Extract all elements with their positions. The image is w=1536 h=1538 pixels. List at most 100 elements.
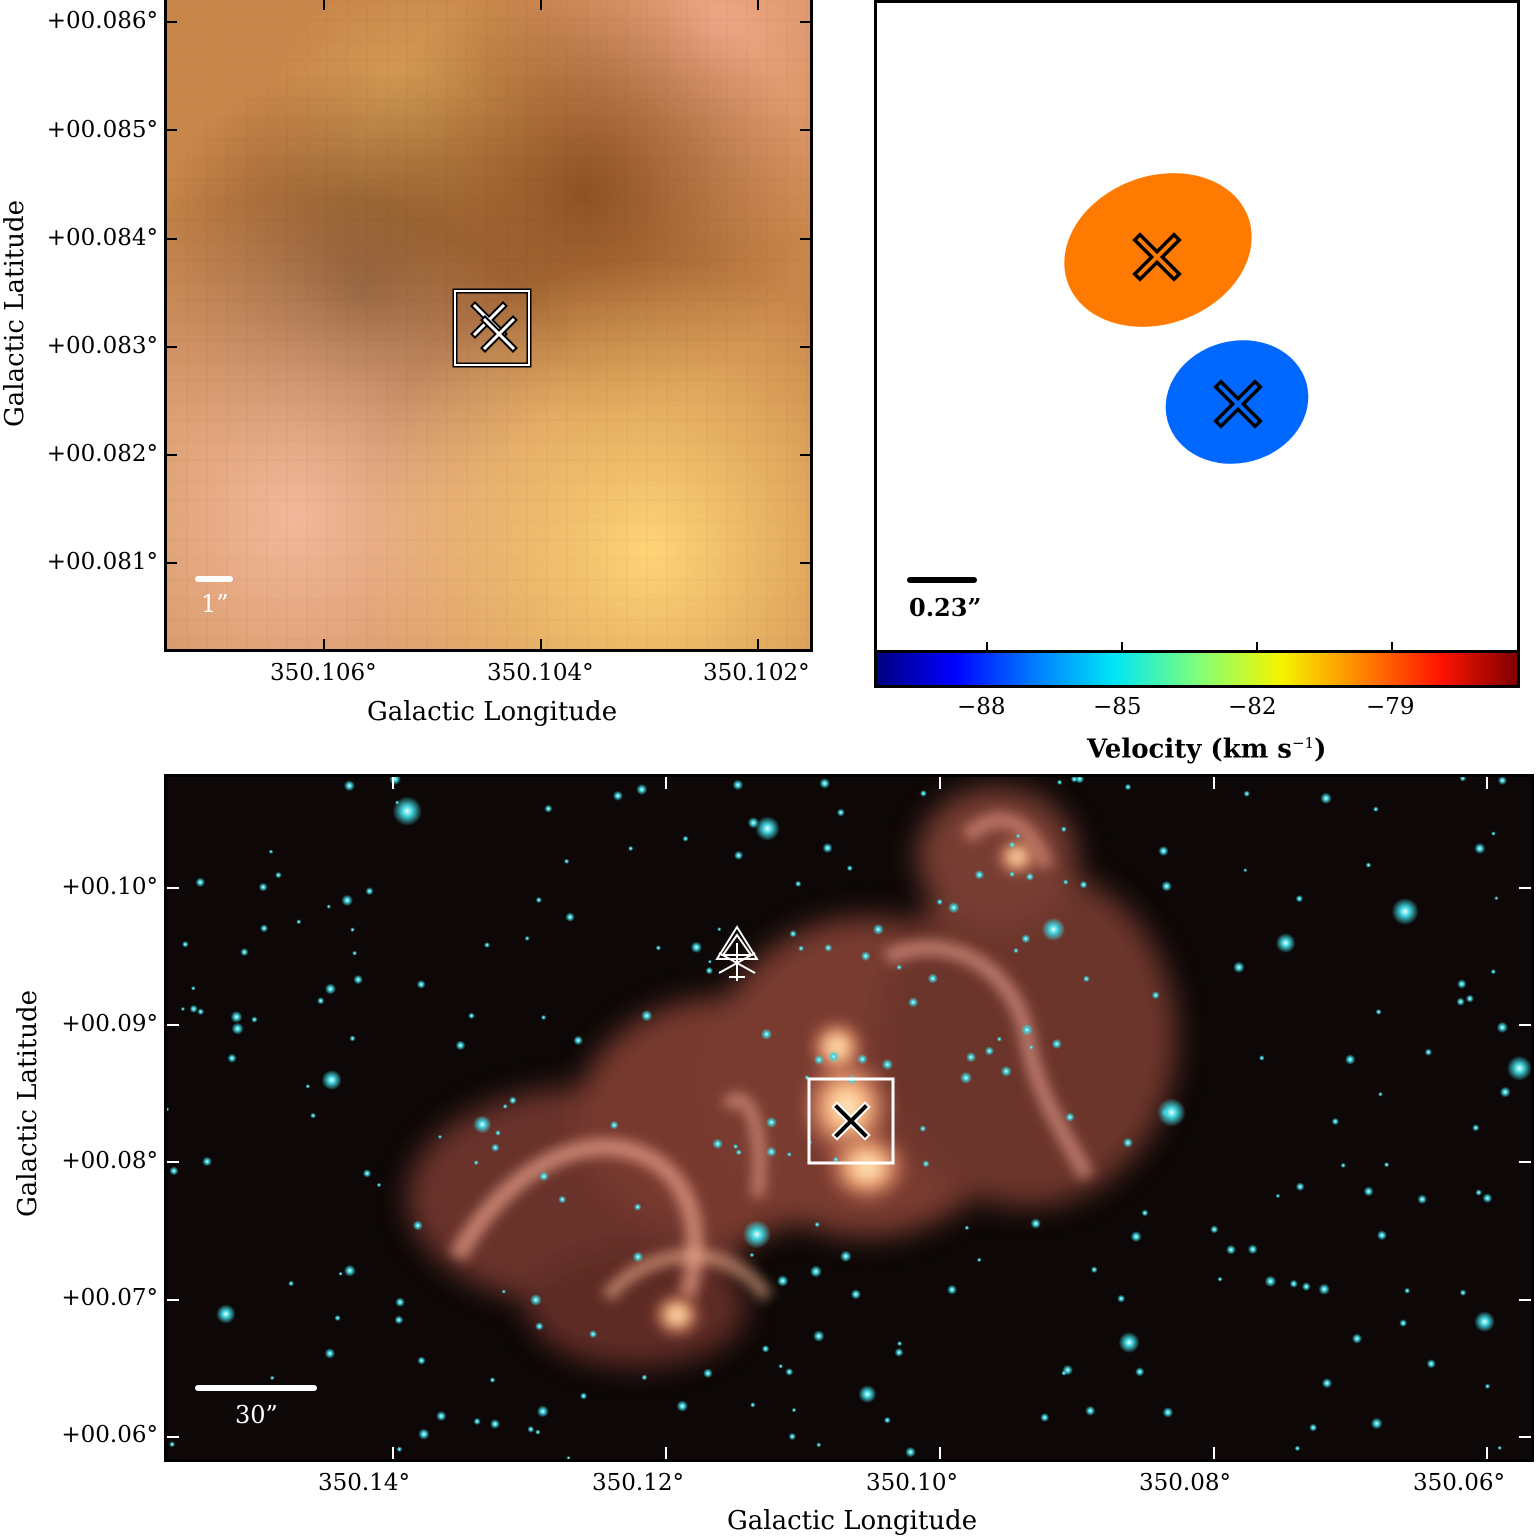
star — [922, 1160, 930, 1168]
star — [535, 1322, 544, 1331]
star — [1130, 1231, 1142, 1243]
star — [1158, 845, 1169, 857]
star — [1496, 1021, 1508, 1033]
star — [1117, 1294, 1126, 1303]
star — [707, 959, 712, 964]
star — [268, 849, 274, 854]
star — [473, 1417, 481, 1425]
star — [1124, 783, 1132, 791]
star — [1318, 1283, 1330, 1295]
star — [566, 1455, 571, 1459]
star — [1365, 862, 1372, 868]
star — [1294, 1445, 1301, 1452]
star — [1040, 1413, 1050, 1422]
star — [814, 1221, 820, 1228]
star — [750, 1402, 756, 1408]
star — [628, 845, 634, 852]
star — [1457, 979, 1467, 989]
star — [169, 1441, 176, 1448]
x-tick-label: 350.106° — [270, 660, 377, 686]
velocity-panel: 0.23” — [874, 0, 1520, 655]
box-icon — [807, 1077, 895, 1165]
star — [258, 882, 268, 892]
star — [1474, 1311, 1495, 1333]
x-axis-title: Galactic Longitude — [727, 1506, 978, 1536]
cross-icon — [1213, 379, 1263, 429]
star — [705, 966, 714, 975]
star — [535, 1429, 541, 1435]
star — [1118, 1332, 1140, 1353]
star — [216, 1304, 236, 1324]
star — [974, 870, 985, 880]
star — [230, 1011, 243, 1023]
star — [827, 1050, 840, 1063]
star — [846, 865, 853, 872]
star — [857, 1054, 868, 1065]
star — [742, 1220, 772, 1249]
star — [1378, 1091, 1383, 1097]
star — [1051, 1038, 1062, 1049]
star — [490, 1419, 500, 1429]
star — [641, 1374, 648, 1381]
star — [365, 887, 374, 896]
star — [392, 796, 423, 826]
y-tick-label: +00.09° — [61, 1011, 158, 1037]
star — [766, 1116, 777, 1128]
star — [682, 835, 689, 842]
y-tick-label: +00.086° — [46, 8, 158, 34]
star — [927, 973, 938, 984]
star — [908, 997, 919, 1008]
star — [976, 1257, 982, 1263]
x-tick-label: 350.104° — [487, 660, 594, 686]
star — [541, 1014, 547, 1021]
star — [1351, 1333, 1363, 1344]
star — [416, 980, 426, 989]
star — [1331, 1117, 1340, 1126]
star — [394, 1315, 404, 1325]
star — [789, 930, 797, 938]
scale-bar — [195, 576, 233, 582]
star — [395, 800, 400, 805]
star — [1295, 1182, 1305, 1192]
x-tick-label: 350.12° — [592, 1470, 684, 1496]
x-tick-label: 350.102° — [703, 660, 810, 686]
star — [1474, 842, 1486, 855]
star — [733, 1143, 739, 1150]
star — [703, 1368, 713, 1379]
star — [965, 1052, 977, 1063]
star — [1456, 997, 1465, 1006]
star — [905, 1446, 916, 1458]
y-tick-label: +00.10° — [61, 874, 158, 900]
star — [527, 1425, 535, 1433]
star — [1079, 880, 1088, 889]
y-tick-label: +00.084° — [46, 225, 158, 251]
star — [795, 880, 802, 887]
star — [191, 986, 196, 991]
scale-label: 0.23” — [909, 593, 982, 622]
star — [791, 1407, 797, 1413]
star — [169, 1166, 179, 1176]
x-axis-title: Galactic Longitude — [367, 697, 618, 727]
star — [1259, 1055, 1265, 1061]
cross-icon — [480, 315, 518, 353]
x-tick-label: 350.06° — [1413, 1470, 1505, 1496]
star — [1497, 1445, 1502, 1451]
star — [1013, 947, 1019, 954]
star — [1465, 994, 1474, 1003]
star — [996, 1036, 1002, 1042]
star — [1021, 934, 1031, 944]
star — [785, 1368, 794, 1376]
star — [836, 808, 845, 817]
star — [436, 1411, 447, 1422]
star — [1135, 1367, 1145, 1377]
star — [396, 1446, 403, 1453]
star — [1370, 1417, 1383, 1430]
star — [1497, 777, 1507, 785]
star — [352, 950, 358, 956]
star — [536, 1405, 549, 1418]
star — [1065, 1112, 1075, 1122]
scale-bar — [195, 1385, 317, 1391]
star — [1383, 1162, 1390, 1168]
star — [1475, 1189, 1482, 1196]
star — [305, 1084, 311, 1089]
